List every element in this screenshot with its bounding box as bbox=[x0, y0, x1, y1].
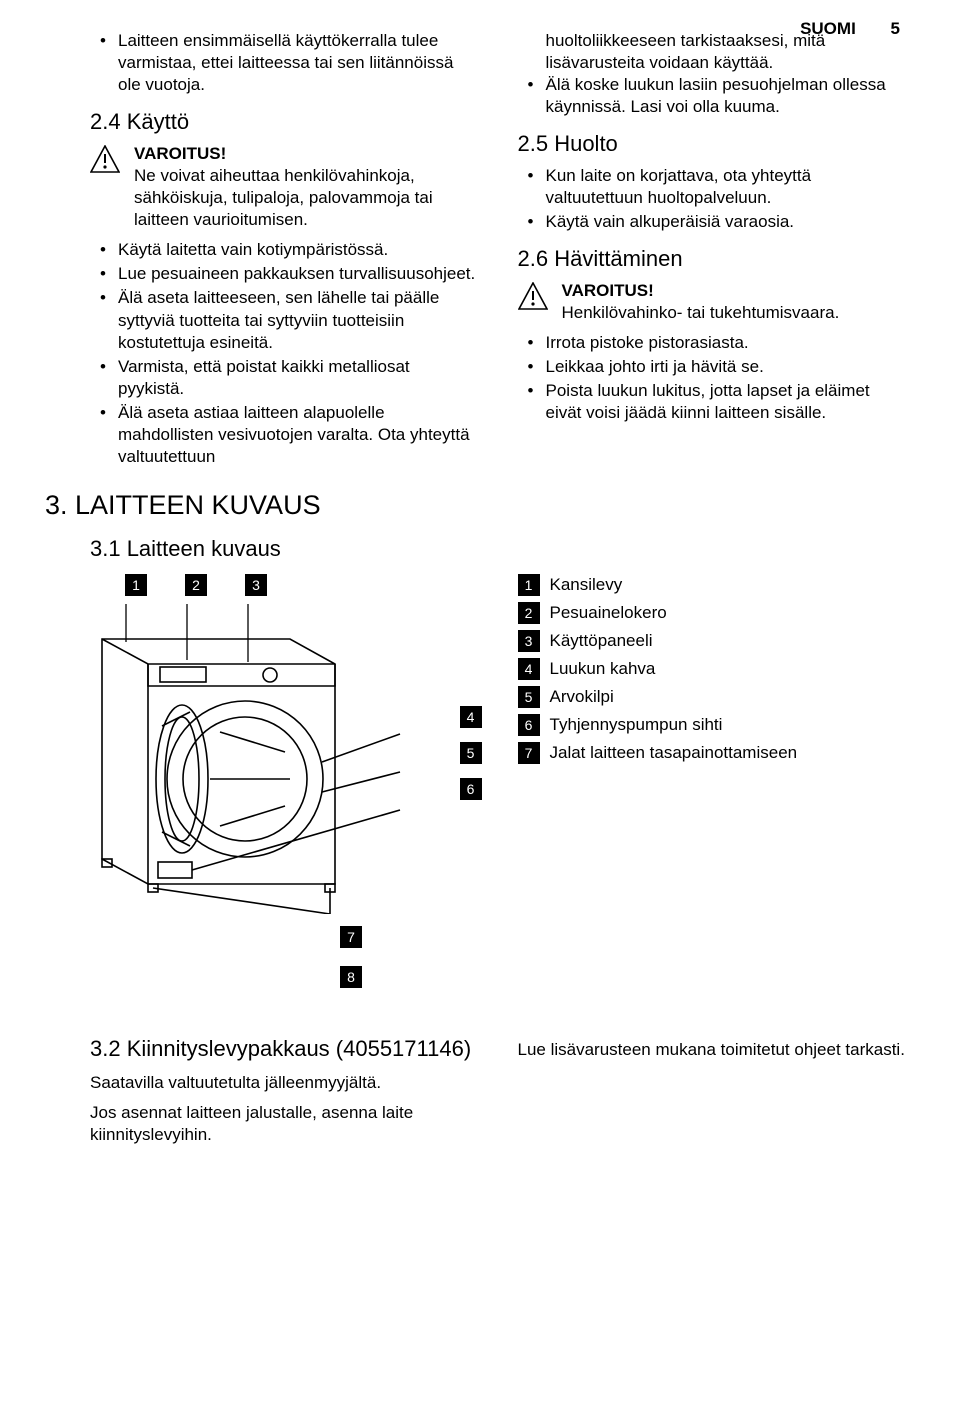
callout-box: 4 bbox=[460, 706, 482, 728]
bullet-text: Lue pesuaineen pakkauksen turvallisuusoh… bbox=[118, 264, 475, 283]
warning-title: VAROITUS! bbox=[134, 143, 478, 165]
legend-label: Tyhjennyspumpun sihti bbox=[550, 714, 723, 736]
legend-row: 6 Tyhjennyspumpun sihti bbox=[518, 714, 906, 736]
section-2.6-title: 2.6 Hävittäminen bbox=[518, 245, 906, 274]
bullet-item: Käytä laitetta vain kotiympäristössä. bbox=[90, 239, 478, 261]
bullet-text: Irrota pistoke pistorasiasta. bbox=[546, 333, 749, 352]
callout-box: 7 bbox=[340, 926, 362, 948]
bullet-item: Poista luukun lukitus, jotta lapset ja e… bbox=[518, 380, 906, 424]
legend-row: 3 Käyttöpaneeli bbox=[518, 630, 906, 652]
bullet-item: Lue pesuaineen pakkauksen turvallisuusoh… bbox=[90, 263, 478, 285]
bottom-right-text: Lue lisävarusteen mukana toimitetut ohje… bbox=[518, 1039, 906, 1061]
bottom-two-column: 3.2 Kiinnityslevypakkaus (4055171146) Sa… bbox=[90, 1023, 905, 1146]
page-header: SUOMI 5 bbox=[800, 18, 900, 40]
legend-num: 1 bbox=[518, 574, 540, 596]
section-3-title: 3. LAITTEEN KUVAUS bbox=[45, 488, 905, 523]
s26-bullets: Irrota pistoke pistorasiasta. Leikkaa jo… bbox=[518, 332, 906, 424]
legend-label: Luukun kahva bbox=[550, 658, 656, 680]
bullet-item: Älä aseta astiaa laitteen alapuolelle ma… bbox=[90, 402, 478, 468]
bullet-text: Käytä vain alkuperäisiä varaosia. bbox=[546, 212, 795, 231]
bullet-item: Leikkaa johto irti ja hävitä se. bbox=[518, 356, 906, 378]
legend-row: 2 Pesuainelokero bbox=[518, 602, 906, 624]
legend-row: 7 Jalat laitteen tasapainottamiseen bbox=[518, 742, 906, 764]
legend-row: 1 Kansilevy bbox=[518, 574, 906, 596]
legend-label: Kansilevy bbox=[550, 574, 623, 596]
legend-num: 4 bbox=[518, 658, 540, 680]
section-3.2-title: 3.2 Kiinnityslevypakkaus (4055171146) bbox=[90, 1035, 478, 1064]
bullet-text: Varmista, että poistat kaikki metalliosa… bbox=[118, 357, 410, 398]
callout-box: 1 bbox=[125, 574, 147, 596]
left-column: Laitteen ensimmäisellä käyttökerralla tu… bbox=[90, 30, 478, 470]
bullet-text: Älä aseta astiaa laitteen alapuolelle ma… bbox=[118, 403, 470, 466]
section-3.1-title: 3.1 Laitteen kuvaus bbox=[90, 535, 905, 564]
callout-box: 8 bbox=[340, 966, 362, 988]
intro-bullet-text: Laitteen ensimmäisellä käyttökerralla tu… bbox=[118, 31, 453, 94]
diagram-left: 1 2 3 bbox=[90, 574, 478, 988]
s32-p2: Jos asennat laitteen jalustalle, asenna … bbox=[90, 1102, 478, 1146]
warning-block-2.6: VAROITUS! Henkilövahinko- tai tukehtumis… bbox=[518, 280, 906, 324]
legend-label: Arvokilpi bbox=[550, 686, 614, 708]
warning-block-2.4: VAROITUS! Ne voivat aiheuttaa henkilövah… bbox=[90, 143, 478, 231]
intro-bullet: Laitteen ensimmäisellä käyttökerralla tu… bbox=[90, 30, 478, 96]
warning-body: Ne voivat aiheuttaa henkilövahinkoja, sä… bbox=[134, 165, 478, 231]
bullet-item: Irrota pistoke pistorasiasta. bbox=[518, 332, 906, 354]
bullet-text: Älä aseta laitteeseen, sen lähelle tai p… bbox=[118, 288, 439, 351]
bullet-item: Älä koske luukun lasiin pesuohjelman oll… bbox=[518, 74, 906, 118]
bullet-text: Älä koske luukun lasiin pesuohjelman oll… bbox=[546, 75, 886, 116]
bullet-text: Leikkaa johto irti ja hävitä se. bbox=[546, 357, 764, 376]
legend-num: 7 bbox=[518, 742, 540, 764]
right-column: huoltoliikkeeseen tarkistaaksesi, mitä l… bbox=[518, 30, 906, 470]
warning-title: VAROITUS! bbox=[562, 280, 906, 302]
warning-text: VAROITUS! Ne voivat aiheuttaa henkilövah… bbox=[134, 143, 478, 231]
callout-box: 3 bbox=[245, 574, 267, 596]
section-2.4-title: 2.4 Käyttö bbox=[90, 108, 478, 137]
side-callouts: 4 5 6 bbox=[460, 706, 482, 800]
header-page: 5 bbox=[891, 19, 900, 38]
s32-p1: Saatavilla valtuutetulta jälleenmyyjältä… bbox=[90, 1072, 478, 1094]
callout-box: 2 bbox=[185, 574, 207, 596]
header-lang: SUOMI bbox=[800, 19, 856, 38]
warning-triangle-icon bbox=[90, 145, 120, 173]
legend-label: Pesuainelokero bbox=[550, 602, 667, 624]
bottom-left: 3.2 Kiinnityslevypakkaus (4055171146) Sa… bbox=[90, 1023, 478, 1146]
bullet-text: Käytä laitetta vain kotiympäristössä. bbox=[118, 240, 388, 259]
two-column-layout: Laitteen ensimmäisellä käyttökerralla tu… bbox=[90, 30, 905, 470]
warning-text: VAROITUS! Henkilövahinko- tai tukehtumis… bbox=[562, 280, 906, 324]
callout-box: 6 bbox=[460, 778, 482, 800]
section-2.5-title: 2.5 Huolto bbox=[518, 130, 906, 159]
right-continuation-bullets: Älä koske luukun lasiin pesuohjelman oll… bbox=[518, 74, 906, 118]
legend-num: 2 bbox=[518, 602, 540, 624]
bullet-item: Kun laite on korjattava, ota yhteyttä va… bbox=[518, 165, 906, 209]
bullet-item: Käytä vain alkuperäisiä varaosia. bbox=[518, 211, 906, 233]
intro-bullets: Laitteen ensimmäisellä käyttökerralla tu… bbox=[90, 30, 478, 96]
parts-legend: 1 Kansilevy 2 Pesuainelokero 3 Käyttöpan… bbox=[518, 574, 906, 988]
top-callouts: 1 2 3 bbox=[125, 574, 478, 596]
bullet-text: Poista luukun lukitus, jotta lapset ja e… bbox=[546, 381, 870, 422]
s25-bullets: Kun laite on korjattava, ota yhteyttä va… bbox=[518, 165, 906, 233]
legend-label: Jalat laitteen tasapainottamiseen bbox=[550, 742, 798, 764]
legend-num: 6 bbox=[518, 714, 540, 736]
legend-row: 5 Arvokilpi bbox=[518, 686, 906, 708]
bullet-item: Varmista, että poistat kaikki metalliosa… bbox=[90, 356, 478, 400]
legend-label: Käyttöpaneeli bbox=[550, 630, 653, 652]
legend-num: 5 bbox=[518, 686, 540, 708]
callout-box: 5 bbox=[460, 742, 482, 764]
bullet-item: Älä aseta laitteeseen, sen lähelle tai p… bbox=[90, 287, 478, 353]
bottom-right: Lue lisävarusteen mukana toimitetut ohje… bbox=[518, 1023, 906, 1146]
bullet-text: Kun laite on korjattava, ota yhteyttä va… bbox=[546, 166, 812, 207]
diagram-area: 1 2 3 bbox=[90, 574, 905, 988]
warning-triangle-icon bbox=[518, 282, 548, 310]
left-bullet-list: Käytä laitetta vain kotiympäristössä. Lu… bbox=[90, 239, 478, 468]
washing-machine-diagram bbox=[90, 604, 410, 914]
warning-body: Henkilövahinko- tai tukehtumisvaara. bbox=[562, 302, 906, 324]
legend-num: 3 bbox=[518, 630, 540, 652]
legend-row: 4 Luukun kahva bbox=[518, 658, 906, 680]
bottom-callouts: 7 8 bbox=[340, 926, 478, 988]
